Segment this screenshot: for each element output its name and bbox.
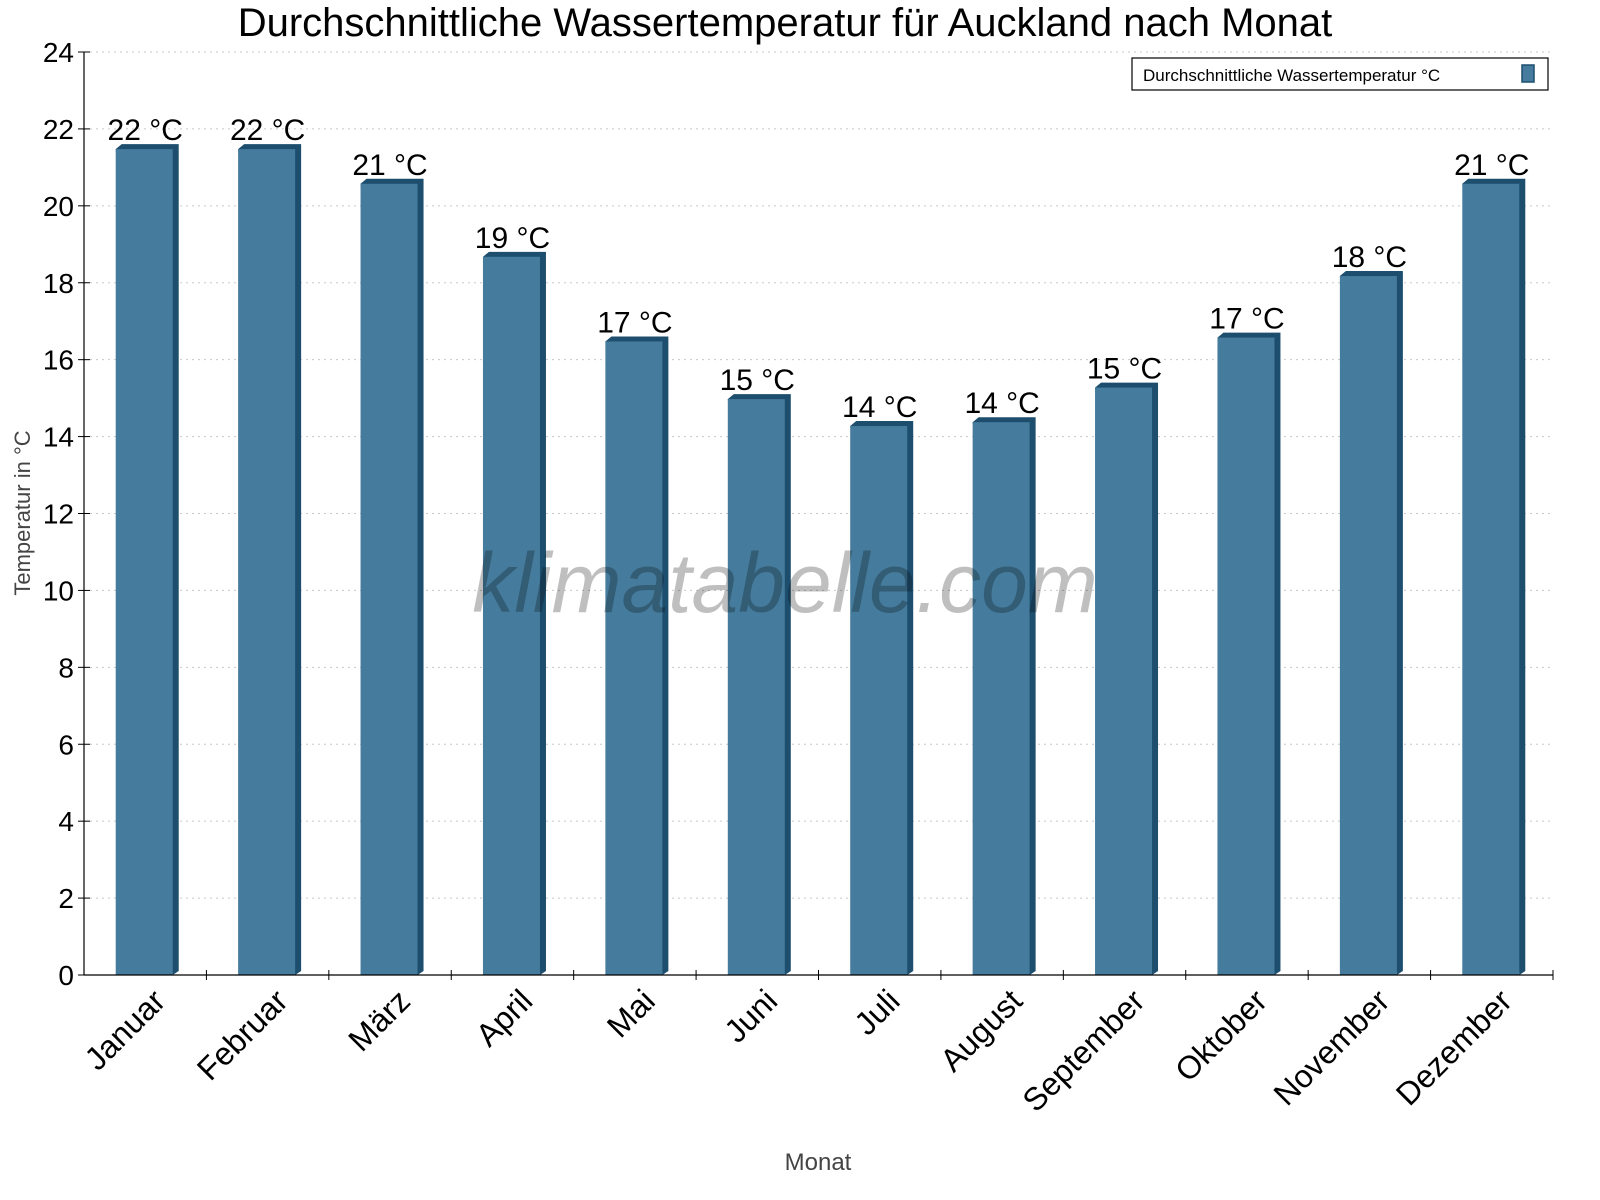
y-tick-label: 12 bbox=[43, 499, 74, 530]
x-tick-label: Oktober bbox=[1168, 982, 1274, 1088]
y-tick-label: 0 bbox=[58, 960, 74, 991]
data-label: 15 °C bbox=[720, 364, 795, 397]
y-tick-label: 22 bbox=[43, 114, 74, 145]
x-tick-label: Juni bbox=[717, 982, 784, 1049]
y-tick-label: 14 bbox=[43, 422, 74, 453]
bar bbox=[972, 422, 1030, 975]
y-tick-label: 24 bbox=[43, 37, 74, 68]
bar bbox=[115, 149, 173, 976]
legend: Durchschnittliche Wassertemperatur °C bbox=[1131, 57, 1549, 91]
legend-swatch bbox=[1521, 64, 1535, 83]
x-tick-label: Dezember bbox=[1389, 982, 1519, 1112]
bar bbox=[482, 256, 540, 975]
y-tick-label: 10 bbox=[43, 575, 74, 606]
legend-label: Durchschnittliche Wassertemperatur °C bbox=[1143, 66, 1440, 85]
chart-title: Durchschnittliche Wassertemperatur für A… bbox=[238, 1, 1333, 45]
y-tick-label: 2 bbox=[58, 883, 74, 914]
x-tick-label: März bbox=[341, 982, 417, 1058]
y-tick-label: 18 bbox=[43, 268, 74, 299]
data-label: 22 °C bbox=[230, 114, 305, 147]
bar bbox=[238, 149, 296, 976]
data-label: 14 °C bbox=[964, 387, 1039, 420]
y-tick-label: 4 bbox=[58, 806, 74, 837]
x-tick-label: April bbox=[469, 982, 540, 1053]
bar bbox=[360, 183, 418, 976]
data-label: 19 °C bbox=[475, 222, 550, 255]
data-label: 15 °C bbox=[1087, 353, 1162, 386]
bar bbox=[727, 399, 785, 975]
x-tick-label: August bbox=[933, 982, 1029, 1078]
data-label: 14 °C bbox=[842, 391, 917, 424]
watermark: klimatabelle.com bbox=[472, 536, 1098, 630]
data-label: 21 °C bbox=[1454, 149, 1529, 182]
data-label: 22 °C bbox=[108, 114, 183, 147]
x-tick-label: Juli bbox=[847, 982, 906, 1041]
y-tick-label: 16 bbox=[43, 345, 74, 376]
data-label: 21 °C bbox=[352, 149, 427, 182]
bar bbox=[1217, 337, 1275, 975]
y-axis-label: Temperatur in °C bbox=[10, 430, 35, 595]
x-axis-label: Monat bbox=[785, 1149, 852, 1176]
x-tick-label: Februar bbox=[190, 982, 295, 1087]
bar bbox=[1462, 183, 1520, 976]
x-tick-label: September bbox=[1015, 982, 1151, 1118]
bar bbox=[1339, 276, 1397, 975]
x-tick-label: Januar bbox=[78, 982, 173, 1077]
y-tick-label: 8 bbox=[58, 652, 74, 683]
data-label: 17 °C bbox=[597, 306, 672, 339]
data-label: 18 °C bbox=[1332, 241, 1407, 274]
y-tick-label: 6 bbox=[58, 729, 74, 760]
bar bbox=[1095, 387, 1153, 975]
x-tick-label: Mai bbox=[600, 982, 662, 1044]
data-label: 17 °C bbox=[1209, 303, 1284, 336]
y-tick-label: 20 bbox=[43, 191, 74, 222]
bar bbox=[605, 341, 663, 975]
x-tick-label: November bbox=[1266, 982, 1396, 1112]
bar bbox=[850, 426, 908, 975]
